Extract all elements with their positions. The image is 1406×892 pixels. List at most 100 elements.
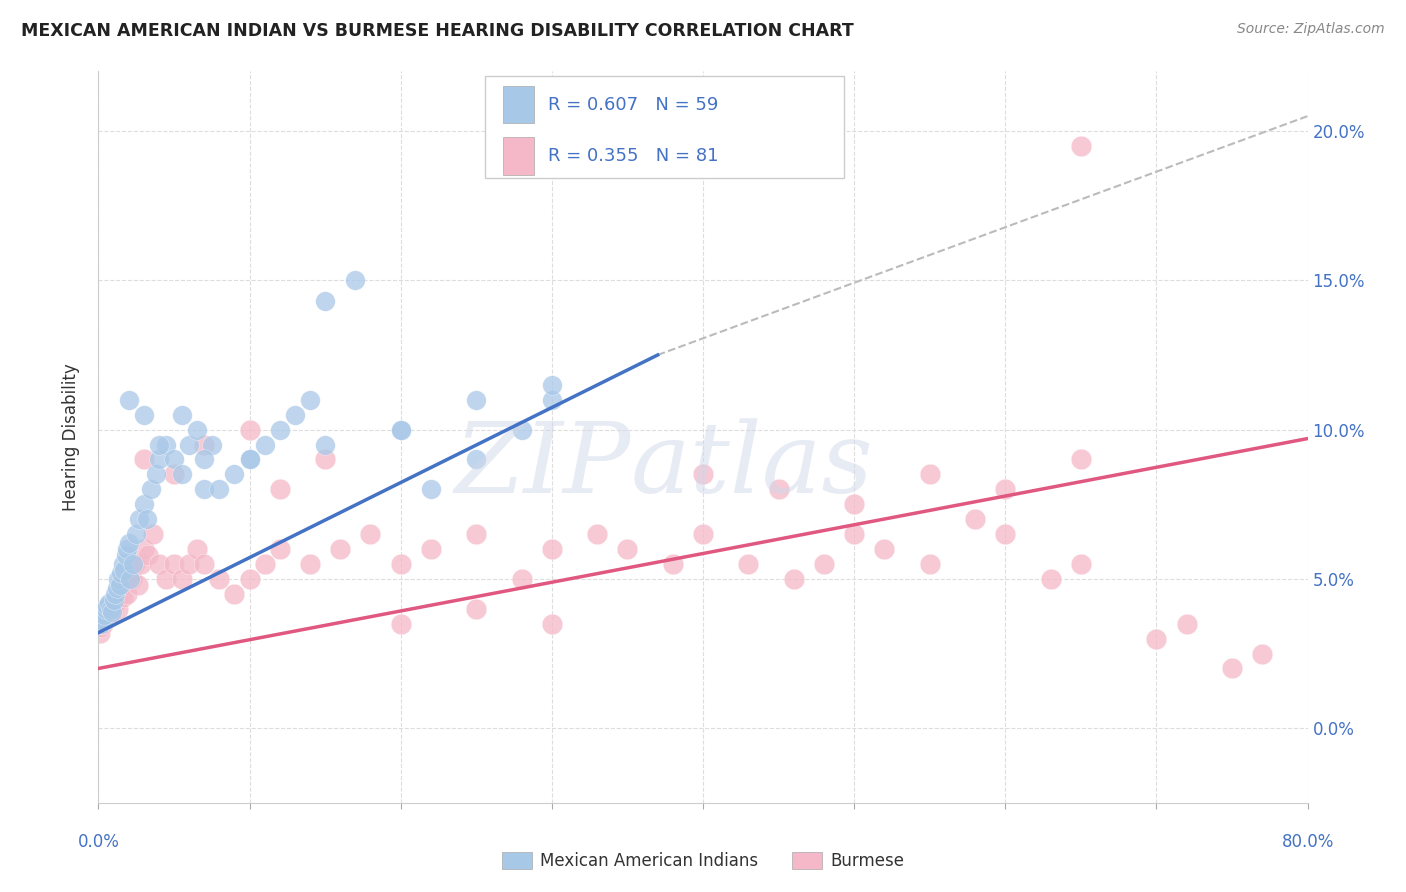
Point bbox=[186, 542, 208, 557]
Point bbox=[179, 437, 201, 451]
Point bbox=[93, 614, 115, 628]
Point bbox=[224, 467, 246, 482]
Point bbox=[110, 566, 132, 580]
Point bbox=[1146, 632, 1168, 646]
Text: MEXICAN AMERICAN INDIAN VS BURMESE HEARING DISABILITY CORRELATION CHART: MEXICAN AMERICAN INDIAN VS BURMESE HEARI… bbox=[21, 22, 853, 40]
Point bbox=[965, 512, 987, 526]
Point bbox=[201, 437, 224, 451]
Point bbox=[465, 527, 488, 541]
Point bbox=[145, 467, 167, 482]
Point bbox=[661, 557, 683, 571]
Y-axis label: Hearing Disability: Hearing Disability bbox=[62, 363, 80, 511]
Point bbox=[104, 596, 127, 610]
Point bbox=[994, 483, 1017, 497]
Point bbox=[115, 587, 138, 601]
Point bbox=[465, 452, 488, 467]
Point bbox=[420, 483, 443, 497]
Point bbox=[148, 557, 170, 571]
Point bbox=[100, 601, 122, 615]
Point bbox=[132, 497, 155, 511]
Legend: Mexican American Indians, Burmese: Mexican American Indians, Burmese bbox=[494, 844, 912, 879]
Text: atlas: atlas bbox=[630, 418, 873, 514]
Point bbox=[193, 483, 215, 497]
Point bbox=[586, 527, 609, 541]
Point bbox=[118, 392, 141, 407]
Point bbox=[239, 452, 262, 467]
Point bbox=[141, 483, 163, 497]
Point bbox=[465, 601, 488, 615]
Point bbox=[1070, 139, 1092, 153]
Point bbox=[94, 607, 117, 622]
Point bbox=[465, 392, 488, 407]
Text: 80.0%: 80.0% bbox=[1281, 833, 1334, 851]
Point bbox=[111, 590, 134, 604]
Point bbox=[1070, 557, 1092, 571]
Point bbox=[360, 527, 382, 541]
Point bbox=[692, 527, 714, 541]
Point bbox=[540, 377, 562, 392]
Point bbox=[128, 512, 150, 526]
Text: Source: ZipAtlas.com: Source: ZipAtlas.com bbox=[1237, 22, 1385, 37]
Point bbox=[120, 572, 142, 586]
Point bbox=[155, 572, 177, 586]
Point bbox=[269, 483, 291, 497]
Point bbox=[107, 601, 129, 615]
Point bbox=[299, 392, 322, 407]
Point bbox=[186, 423, 208, 437]
Point bbox=[114, 548, 136, 562]
Point bbox=[91, 614, 114, 628]
Point bbox=[94, 601, 117, 615]
Point bbox=[783, 572, 806, 586]
Text: 0.0%: 0.0% bbox=[77, 833, 120, 851]
Point bbox=[135, 512, 157, 526]
Point bbox=[389, 423, 412, 437]
Point bbox=[96, 610, 118, 624]
Point bbox=[389, 616, 412, 631]
Point bbox=[692, 467, 714, 482]
Point bbox=[389, 557, 412, 571]
Point bbox=[101, 601, 124, 615]
Point bbox=[121, 572, 143, 586]
Point bbox=[132, 452, 155, 467]
Point bbox=[208, 483, 231, 497]
Point bbox=[299, 557, 322, 571]
Point bbox=[163, 557, 186, 571]
Point bbox=[105, 592, 128, 607]
Point bbox=[93, 607, 115, 622]
Point bbox=[91, 616, 114, 631]
Point bbox=[170, 467, 193, 482]
Point bbox=[314, 294, 336, 309]
Point bbox=[136, 548, 159, 562]
Point bbox=[110, 581, 132, 595]
Point bbox=[1039, 572, 1062, 586]
Point bbox=[269, 423, 291, 437]
Point bbox=[89, 625, 111, 640]
Point bbox=[873, 542, 896, 557]
Point bbox=[540, 392, 562, 407]
Point bbox=[108, 578, 131, 592]
Point bbox=[125, 527, 148, 541]
Point bbox=[90, 620, 112, 634]
Point bbox=[98, 596, 121, 610]
Point bbox=[179, 557, 201, 571]
Text: ZIP: ZIP bbox=[454, 418, 630, 514]
Point bbox=[329, 542, 352, 557]
Point bbox=[540, 616, 562, 631]
Point bbox=[112, 578, 135, 592]
Point bbox=[193, 452, 215, 467]
Point bbox=[314, 437, 336, 451]
Point bbox=[112, 563, 135, 577]
Point bbox=[540, 542, 562, 557]
Point bbox=[208, 572, 231, 586]
Point bbox=[155, 437, 177, 451]
Point bbox=[1251, 647, 1274, 661]
Point bbox=[100, 607, 122, 622]
Point bbox=[107, 572, 129, 586]
Point bbox=[142, 527, 165, 541]
Point bbox=[844, 497, 866, 511]
Point bbox=[163, 467, 186, 482]
Point bbox=[103, 592, 125, 607]
Point bbox=[239, 423, 262, 437]
Point bbox=[193, 557, 215, 571]
Point bbox=[118, 566, 141, 580]
